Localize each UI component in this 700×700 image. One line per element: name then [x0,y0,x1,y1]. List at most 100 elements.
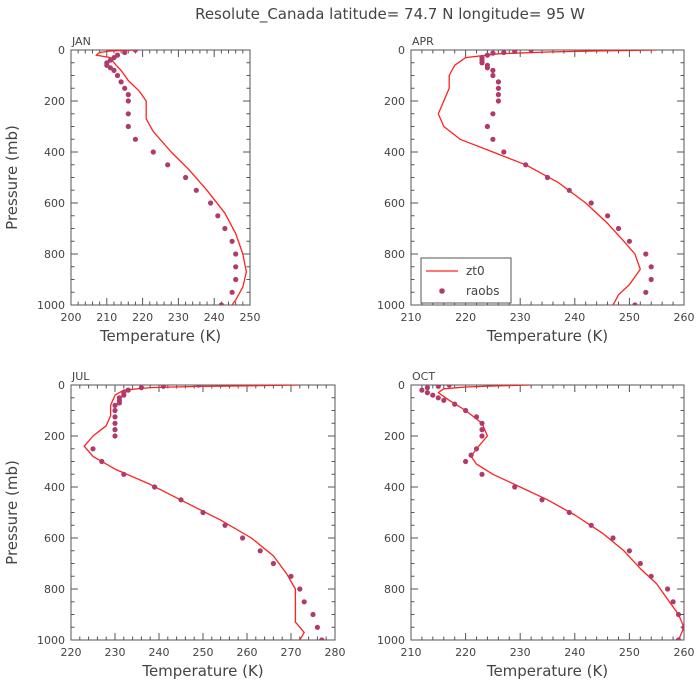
y-tick-label: 1000 [377,299,405,312]
obs-point [160,385,166,389]
obs-point [539,497,545,503]
y-tick-label: 600 [44,197,65,210]
obs-point [495,92,501,98]
y-tick-label: 400 [384,481,405,494]
y-tick-label: 200 [384,430,405,443]
obs-point [111,55,117,61]
obs-point [200,509,206,516]
panel-label: APR [412,35,434,48]
obs-point [229,238,235,244]
obs-point [193,187,199,193]
obs-point [233,264,239,270]
y-tick-label: 1000 [37,634,65,647]
x-tick-label: 210 [401,646,422,659]
series-line-zt0 [437,50,657,305]
obs-point [111,67,117,73]
panel-jul: 220 230 240 250 260 270 280 0 200 400 600 800 1000 JU… [3,370,346,680]
y-tick-label: 400 [384,146,405,159]
obs-point [121,392,127,398]
obs-point [501,149,507,155]
obs-point [512,484,518,490]
panel-label: OCT [412,370,435,383]
obs-point [132,50,138,53]
obs-point [463,407,469,414]
y-tick-label: 800 [384,583,405,596]
y-axis-label: Pressure (mb) [3,125,21,230]
obs-point [648,276,654,283]
x-tick-label: 250 [240,311,261,324]
y-tick-label: 1000 [377,634,405,647]
obs-point [468,452,474,458]
x-tick-label: 200 [61,311,82,324]
obs-point [490,50,496,56]
obs-point [479,427,485,433]
x-tick-label: 240 [564,646,585,659]
obs-point [112,420,118,426]
obs-point [495,79,501,85]
plot-area [83,385,325,640]
obs-point [125,111,131,117]
obs-point [208,200,214,206]
obs-point [196,385,202,388]
obs-point [626,238,633,244]
obs-point [588,522,594,528]
obs-point [218,302,224,305]
legend-box [420,257,512,304]
y-tick-label: 1000 [37,299,65,312]
obs-point [424,385,430,391]
obs-point [484,123,490,130]
x-axis-label: Temperature (K) [141,662,263,680]
obs-point [479,471,485,477]
obs-point [112,433,118,439]
obs-point [643,289,649,295]
obs-point [490,72,496,79]
obs-point [523,162,529,168]
obs-point [681,624,684,630]
y-tick-label: 600 [384,532,405,545]
obs-point [90,446,96,452]
obs-point [122,50,128,56]
y-tick-label: 200 [44,95,65,108]
obs-point [424,390,430,396]
y-tick-label: 400 [44,481,65,494]
obs-point [588,200,594,206]
obs-point [675,611,682,618]
obs-point [490,111,496,117]
obs-point [675,637,682,640]
legend: zt0 raobs [420,257,512,304]
obs-point [610,535,616,541]
obs-point [484,65,490,71]
obs-point [112,402,118,408]
x-tick-label: 210 [401,311,422,324]
y-tick-label: 400 [44,146,65,159]
obs-point [479,433,485,439]
y-tick-label: 0 [398,44,405,57]
obs-point [215,213,221,219]
obs-point [222,225,228,232]
obs-point [125,123,131,130]
obs-point [288,573,294,579]
obs-point [495,85,501,91]
y-tick-label: 200 [44,430,65,443]
obs-point [112,414,118,420]
series-line-zt0 [95,50,248,305]
panel-label: JAN [71,35,91,48]
obs-point [107,65,113,71]
obs-point [665,586,671,592]
obs-point [566,509,572,516]
obs-point [484,52,490,58]
obs-point [114,72,121,79]
obs-point [430,392,436,398]
obs-point [297,586,303,592]
y-tick-label: 200 [384,95,405,108]
obs-point [479,60,485,66]
obs-point [183,174,189,181]
obs-point [441,397,447,403]
obs-point [122,85,128,91]
obs-point [99,458,105,465]
x-axis-label: Temperature (K) [99,327,221,345]
obs-point [512,50,518,54]
plot-frame [70,49,251,306]
x-tick-label: 220 [132,311,153,324]
